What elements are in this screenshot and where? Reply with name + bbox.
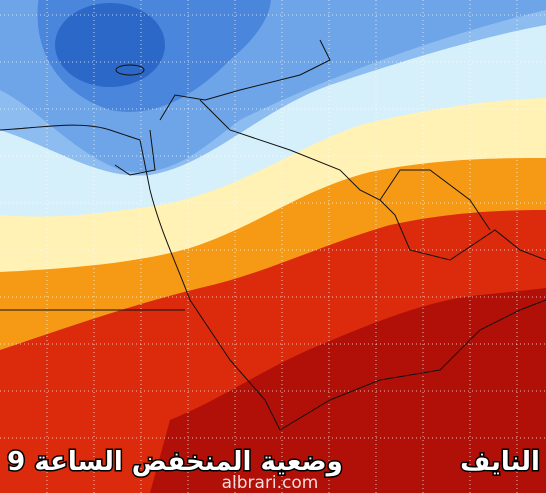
map-title: وضعية المنخفض الساعة 9 [7, 447, 343, 477]
author-label: النايف [460, 447, 540, 477]
low-center [55, 3, 165, 87]
watermark: albrari.com [222, 473, 319, 493]
coastlines [0, 39, 546, 431]
